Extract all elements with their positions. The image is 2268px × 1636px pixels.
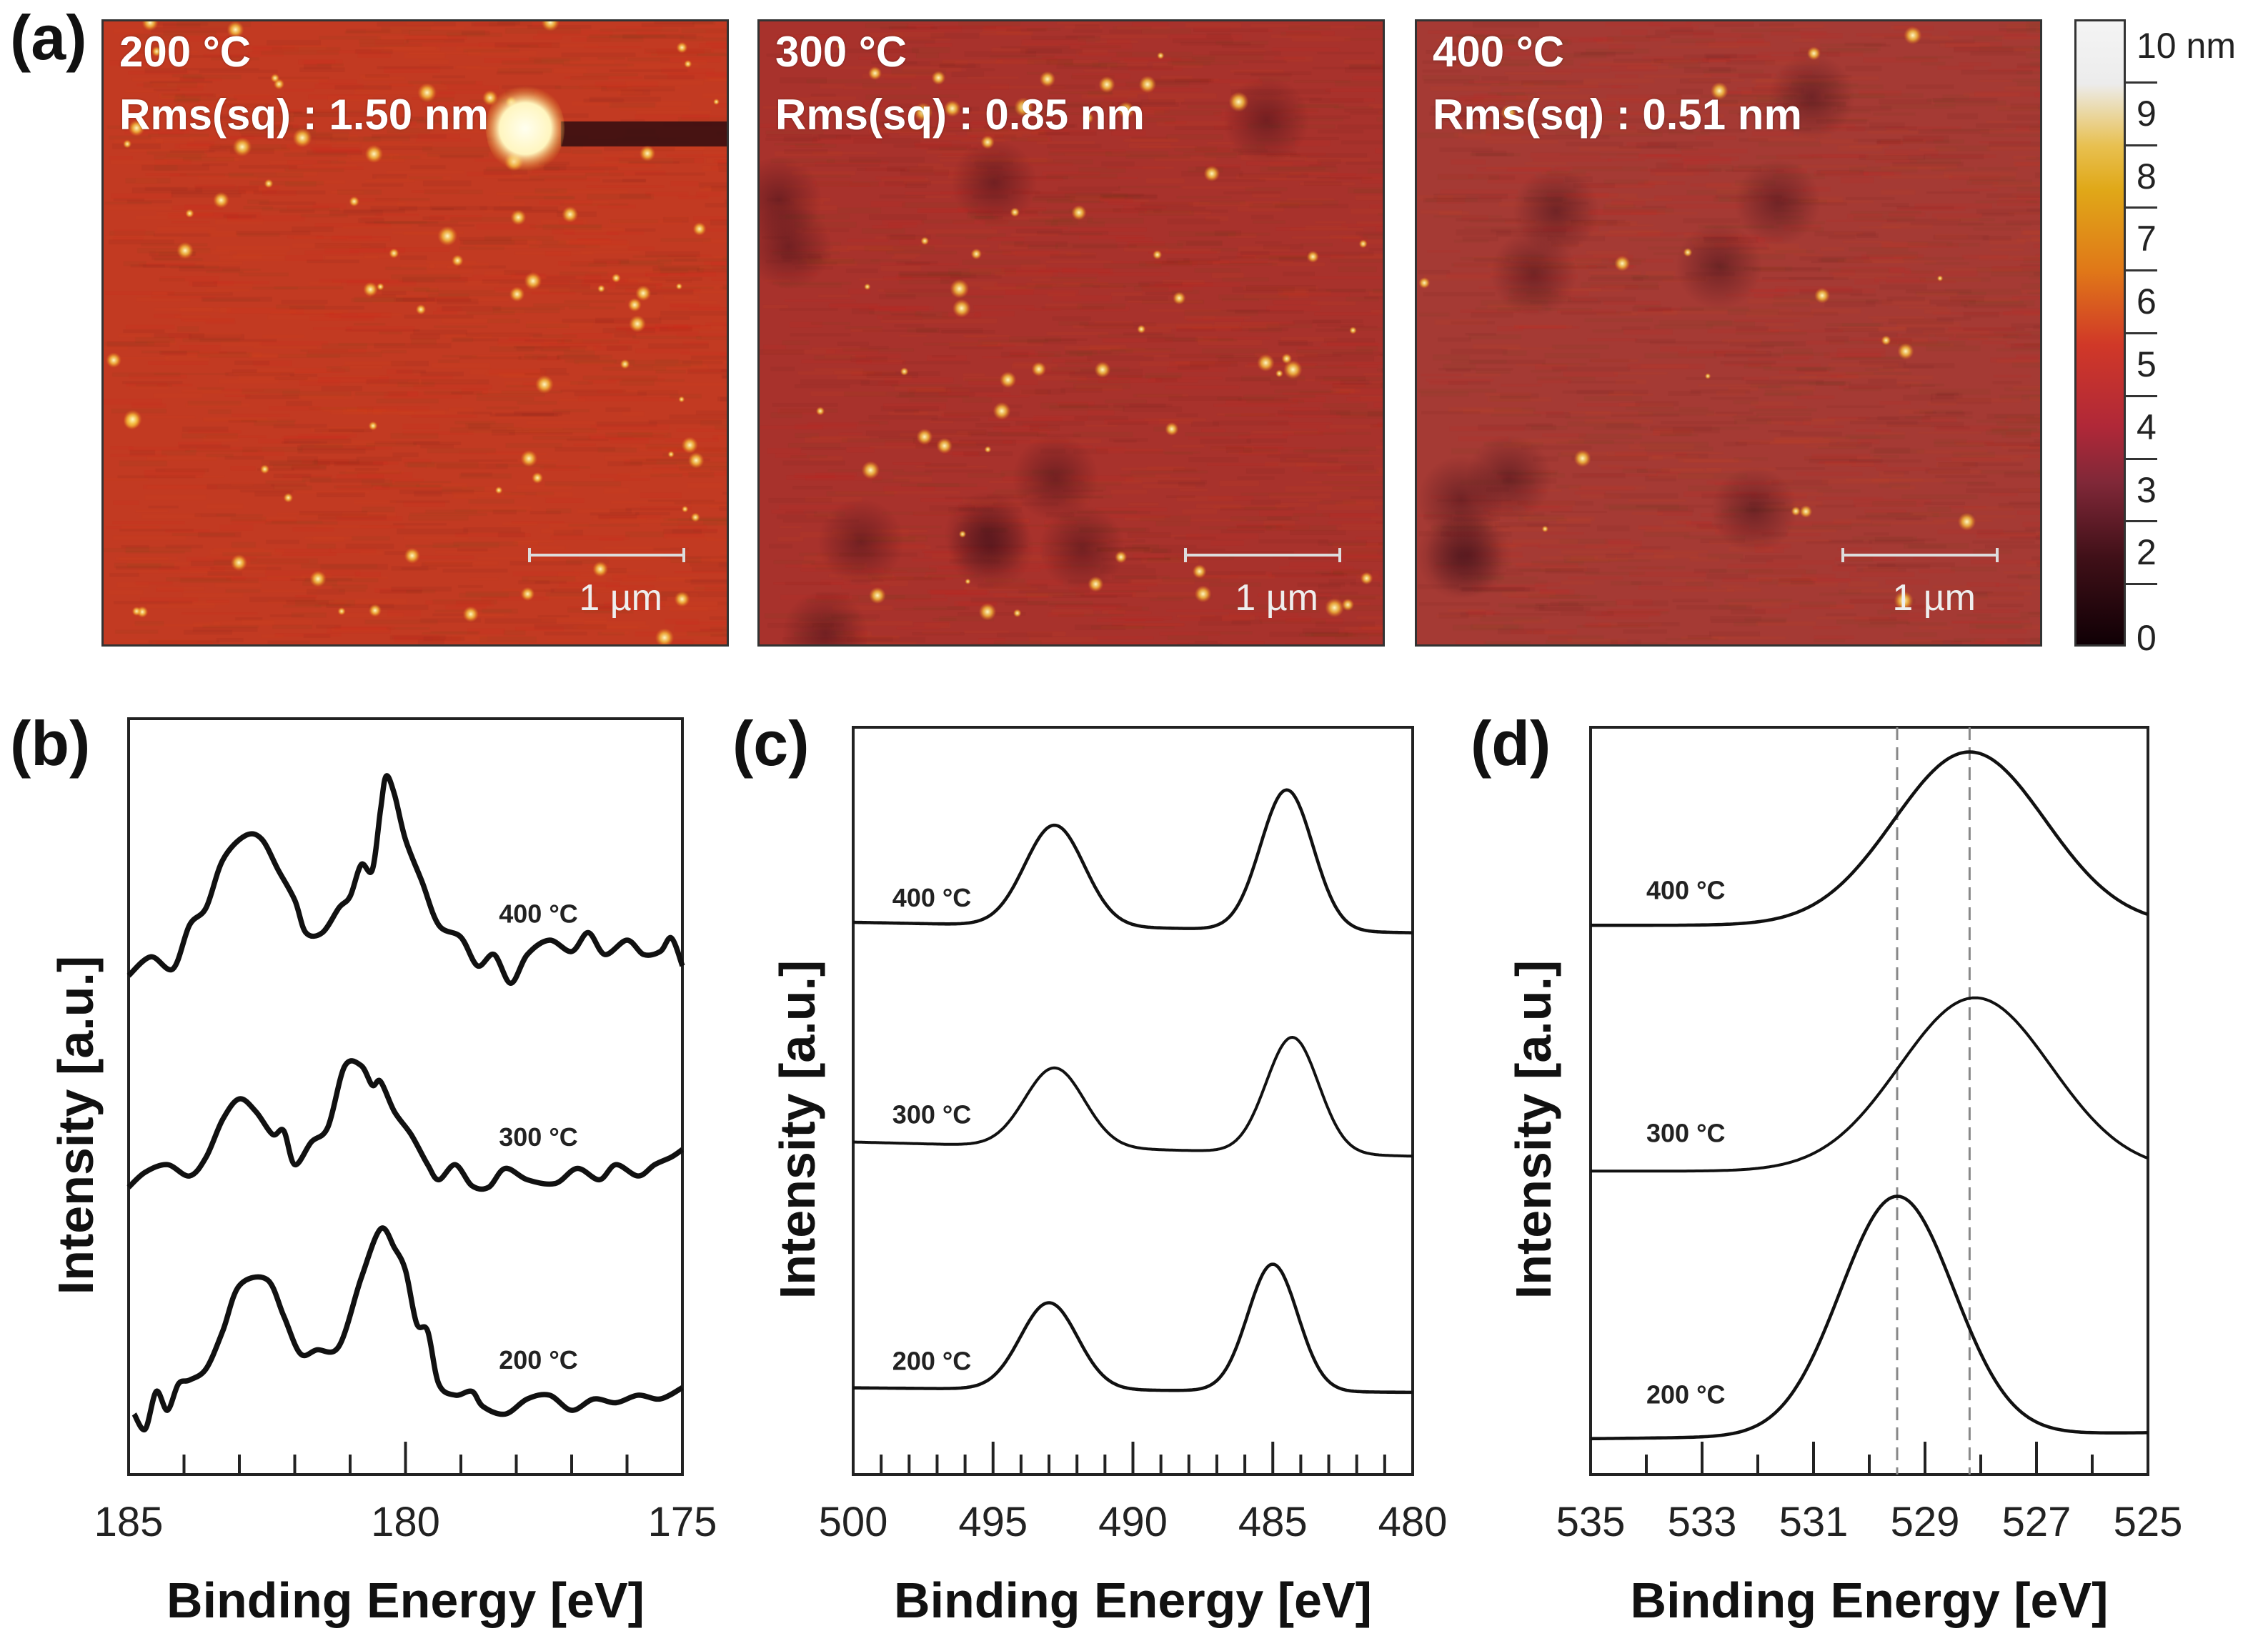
x-tick-label: 495 bbox=[958, 1499, 1028, 1545]
x-tick-label: 185 bbox=[94, 1499, 164, 1545]
y-axis-title: Intensity [a.u.] bbox=[770, 960, 825, 1299]
scale-bar bbox=[1184, 548, 1341, 562]
afm-temperature-label: 300 °C bbox=[775, 28, 907, 76]
x-tick-label: 485 bbox=[1238, 1499, 1308, 1545]
colorbar-tick-label: 4 bbox=[2137, 406, 2157, 447]
x-tick-label: 480 bbox=[1378, 1499, 1448, 1545]
spectrum-line-200c bbox=[852, 1262, 1413, 1395]
x-tick-label: 175 bbox=[648, 1499, 717, 1545]
series-label: 300 °C bbox=[499, 1122, 577, 1152]
afm-image-300c: 300 °C Rms(sq) : 0.85 nm 1 µm bbox=[757, 19, 1385, 647]
panel-label-b: (b) bbox=[10, 708, 91, 779]
afm-topography bbox=[1417, 21, 2040, 644]
afm-temperature-label: 200 °C bbox=[119, 28, 252, 76]
series-label: 300 °C bbox=[1646, 1119, 1725, 1148]
scale-bar bbox=[1841, 548, 1999, 562]
spectrum-line-400c bbox=[126, 773, 685, 987]
spectrum-line-300c bbox=[1591, 996, 2149, 1173]
series-label: 200 °C bbox=[499, 1345, 577, 1375]
series-label: 400 °C bbox=[499, 899, 577, 929]
scale-bar bbox=[528, 548, 685, 562]
colorbar-tick-label: 7 bbox=[2137, 219, 2157, 259]
x-tick-label: 535 bbox=[1556, 1499, 1626, 1545]
x-axis-title: Binding Energy [eV] bbox=[1631, 1572, 2109, 1628]
colorbar-tick bbox=[2126, 206, 2157, 209]
colorbar-tick bbox=[2126, 269, 2157, 272]
colorbar-tick bbox=[2126, 457, 2157, 460]
series-label: 400 °C bbox=[1646, 876, 1725, 905]
panel-label-c: (c) bbox=[732, 708, 810, 779]
x-tick-label: 527 bbox=[2002, 1499, 2071, 1545]
spectrum-line-400c bbox=[1591, 750, 2149, 927]
afm-rms-label: Rms(sq) : 0.85 nm bbox=[775, 91, 1145, 139]
y-axis-title: Intensity [a.u.] bbox=[48, 956, 104, 1295]
colorbar-tick-label: 8 bbox=[2137, 156, 2157, 196]
spectrum-line-200c bbox=[131, 1225, 684, 1432]
series-label: 200 °C bbox=[892, 1347, 971, 1376]
afm-image-400c: 400 °C Rms(sq) : 0.51 nm 1 µm bbox=[1415, 19, 2042, 647]
colorbar-tick-label: 5 bbox=[2137, 344, 2157, 384]
afm-image-200c: 200 °C Rms(sq) : 1.50 nm 1 µm bbox=[101, 19, 729, 647]
afm-topography bbox=[760, 21, 1383, 644]
colorbar-tick-label: 3 bbox=[2137, 469, 2157, 510]
x-tick-label: 533 bbox=[1668, 1499, 1737, 1545]
x-tick-label: 531 bbox=[1779, 1499, 1849, 1545]
scale-bar-label: 1 µm bbox=[1235, 577, 1318, 619]
x-tick-label: 490 bbox=[1098, 1499, 1168, 1545]
colorbar-tick-label: 0 bbox=[2137, 618, 2157, 658]
colorbar-tick-label: 6 bbox=[2137, 281, 2157, 322]
scale-bar-label: 1 µm bbox=[579, 577, 662, 619]
height-colorbar bbox=[2074, 19, 2126, 647]
spectrum-line-300c bbox=[126, 1058, 685, 1192]
afm-rms-label: Rms(sq) : 1.50 nm bbox=[119, 91, 489, 139]
x-tick-label: 529 bbox=[1891, 1499, 1960, 1545]
colorbar-tick bbox=[2126, 144, 2157, 146]
x-tick-label: 525 bbox=[2114, 1499, 2183, 1545]
colorbar-max-label: 10 nm bbox=[2137, 26, 2236, 66]
series-label: 300 °C bbox=[892, 1099, 971, 1129]
spectrum-line-300c bbox=[852, 1036, 1413, 1158]
spectrum-line-400c bbox=[852, 788, 1413, 934]
series-label: 200 °C bbox=[1646, 1380, 1725, 1410]
panel-label-d: (d) bbox=[1471, 708, 1551, 779]
colorbar-tick bbox=[2126, 332, 2157, 334]
colorbar-tick bbox=[2126, 394, 2157, 397]
colorbar-tick bbox=[2126, 520, 2157, 523]
afm-temperature-label: 400 °C bbox=[1433, 28, 1565, 76]
x-axis-title: Binding Energy [eV] bbox=[894, 1572, 1372, 1628]
panel-label-a: (a) bbox=[10, 2, 87, 73]
colorbar-tick-label: 2 bbox=[2137, 532, 2157, 573]
y-axis-title: Intensity [a.u.] bbox=[1506, 960, 1561, 1299]
afm-rms-label: Rms(sq) : 0.51 nm bbox=[1433, 91, 1802, 139]
series-label: 400 °C bbox=[892, 883, 971, 912]
colorbar-tick bbox=[2126, 583, 2157, 586]
colorbar-tick-label: 9 bbox=[2137, 93, 2157, 134]
plot-frame bbox=[1589, 726, 2149, 1476]
x-axis-title: Binding Energy [eV] bbox=[166, 1572, 645, 1628]
x-tick-label: 500 bbox=[819, 1499, 888, 1545]
afm-topography bbox=[104, 21, 727, 644]
colorbar-tick bbox=[2126, 81, 2157, 84]
x-tick-label: 180 bbox=[371, 1499, 440, 1545]
spectrum-line-200c bbox=[1590, 1194, 2148, 1441]
scale-bar-label: 1 µm bbox=[1892, 577, 1976, 619]
